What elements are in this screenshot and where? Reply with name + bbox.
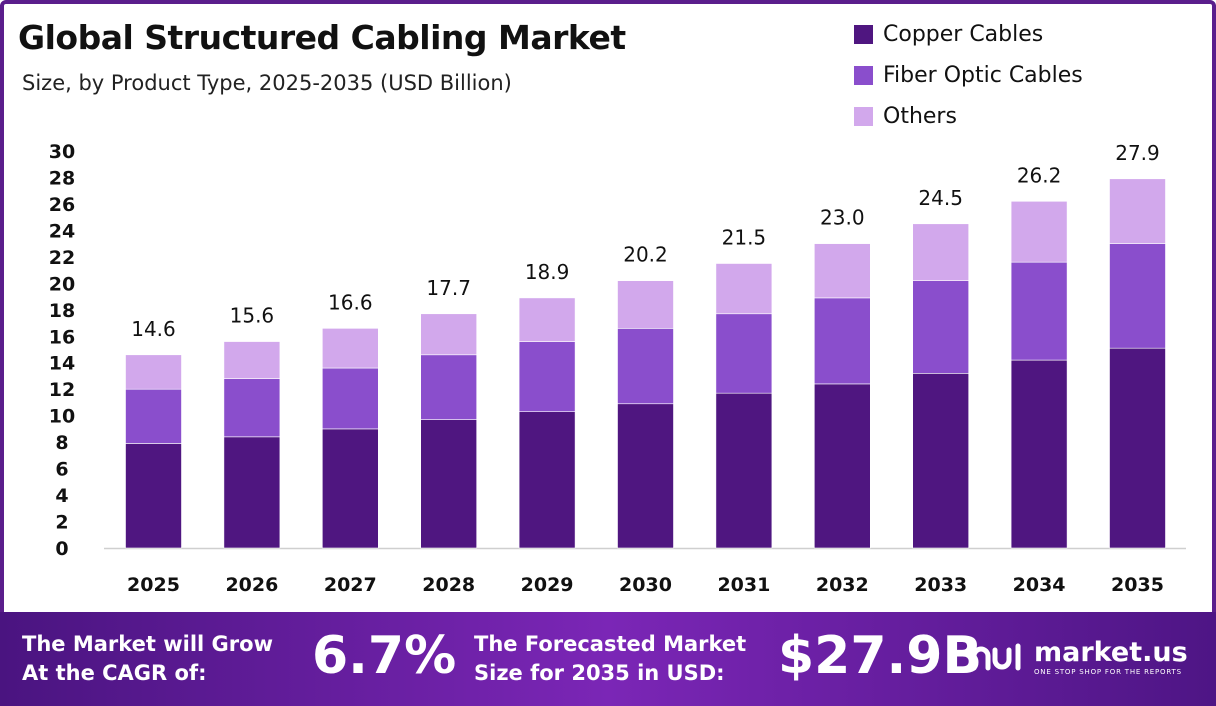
y-tick-label: 14 [49, 353, 75, 375]
y-tick-label: 24 [49, 220, 75, 242]
x-tick-label: 2027 [324, 574, 377, 596]
brand-logo: market.us ONE STOP SHOP FOR THE REPORTS [968, 638, 1188, 678]
bar-segment-fiber [617, 328, 674, 405]
legend-label-others: Others [883, 104, 957, 129]
bar-segment-others [125, 354, 182, 390]
bar-segment-copper [518, 411, 576, 549]
stacked-bar-chart: 02468101214161820222426283014.6202515.62… [49, 141, 1186, 596]
bar-segment-copper [125, 443, 182, 549]
chart-title: Global Structured Cabling Market [18, 18, 626, 57]
bar-segment-copper [420, 419, 478, 549]
bar-segment-fiber [1010, 261, 1068, 361]
bar-segment-others [518, 297, 576, 342]
y-tick-label: 22 [49, 247, 75, 269]
bar-total-label: 20.2 [623, 243, 668, 267]
x-tick-label: 2033 [914, 574, 967, 596]
bar-total-label: 17.7 [426, 276, 471, 300]
bar-segment-others [1010, 200, 1068, 263]
bar-segment-others [223, 341, 281, 379]
bar-total-label: 15.6 [230, 304, 275, 328]
bar-segment-fiber [321, 367, 379, 430]
forecast-size-label: The Forecasted Market Size for 2035 in U… [474, 632, 747, 685]
legend-item-others: Others [854, 96, 1083, 137]
y-tick-label: 20 [49, 273, 75, 295]
x-tick-label: 2031 [717, 574, 770, 596]
y-tick-label: 6 [55, 459, 68, 481]
x-tick-label: 2034 [1013, 574, 1066, 596]
legend-label-copper: Copper Cables [883, 22, 1044, 47]
bar-segment-others [420, 313, 478, 356]
bar-total-label: 24.5 [918, 186, 963, 210]
y-tick-label: 28 [49, 167, 75, 189]
chart-subtitle: Size, by Product Type, 2025-2035 (USD Bi… [22, 71, 512, 95]
chart-legend: Copper Cables Fiber Optic Cables Others [854, 14, 1083, 137]
forecast-size-value: $27.9B [778, 626, 983, 686]
legend-swatch-others [854, 107, 873, 126]
bar-segment-fiber [223, 378, 281, 438]
bar-segment-others [321, 328, 379, 369]
bar-total-label: 27.9 [1115, 141, 1160, 165]
bar-total-label: 23.0 [820, 206, 865, 230]
brand-tagline: ONE STOP SHOP FOR THE REPORTS [1034, 668, 1182, 676]
bar-segment-fiber [912, 280, 970, 374]
cagr-label: The Market will Grow At the CAGR of: [22, 632, 273, 685]
market-us-logo-icon [971, 643, 1021, 671]
bar-segment-fiber [813, 297, 871, 385]
bar-segment-fiber [715, 313, 773, 394]
bar-segment-copper [813, 383, 871, 549]
y-tick-label: 8 [55, 432, 68, 454]
y-tick-label: 2 [55, 512, 68, 534]
bar-segment-fiber [1109, 243, 1166, 349]
bar-total-label: 18.9 [525, 260, 570, 284]
legend-label-fiber: Fiber Optic Cables [883, 63, 1083, 88]
bar-segment-fiber [420, 354, 478, 420]
x-tick-label: 2032 [816, 574, 869, 596]
y-tick-label: 26 [49, 194, 75, 216]
brand-name: market.us [1034, 637, 1188, 668]
bar-segment-fiber [518, 341, 576, 412]
bar-segment-others [912, 223, 970, 281]
y-tick-label: 10 [49, 406, 75, 428]
bar-total-label: 26.2 [1017, 163, 1062, 187]
bar-segment-copper [223, 436, 281, 549]
legend-item-fiber: Fiber Optic Cables [854, 55, 1083, 96]
bar-total-label: 21.5 [722, 225, 767, 249]
bar-segment-copper [321, 428, 379, 549]
x-tick-label: 2028 [422, 574, 475, 596]
x-tick-label: 2026 [225, 574, 278, 596]
bar-segment-others [813, 243, 871, 299]
bar-segment-copper [1109, 347, 1166, 549]
bar-segment-fiber [125, 388, 182, 444]
y-tick-label: 4 [55, 485, 68, 507]
y-tick-label: 18 [49, 300, 75, 322]
bar-segment-copper [715, 392, 773, 549]
bar-total-label: 16.6 [328, 290, 373, 314]
x-tick-label: 2035 [1111, 574, 1164, 596]
y-tick-label: 0 [55, 538, 68, 560]
cagr-value: 6.7% [312, 626, 457, 686]
legend-swatch-copper [854, 25, 873, 44]
bar-segment-others [1109, 178, 1166, 244]
bar-segment-others [715, 263, 773, 315]
bar-segment-others [617, 280, 674, 329]
legend-swatch-fiber [854, 66, 873, 85]
bar-segment-copper [617, 403, 674, 549]
summary-footer: The Market will Grow At the CAGR of: 6.7… [0, 612, 1216, 706]
x-tick-label: 2030 [619, 574, 672, 596]
legend-item-copper: Copper Cables [854, 14, 1083, 55]
y-tick-label: 30 [49, 141, 75, 163]
y-tick-label: 12 [49, 379, 75, 401]
x-tick-label: 2029 [521, 574, 574, 596]
bar-total-label: 14.6 [131, 317, 176, 341]
x-tick-label: 2025 [127, 574, 180, 596]
bar-segment-copper [1010, 359, 1068, 549]
bar-segment-copper [912, 373, 970, 549]
y-tick-label: 16 [49, 326, 75, 348]
